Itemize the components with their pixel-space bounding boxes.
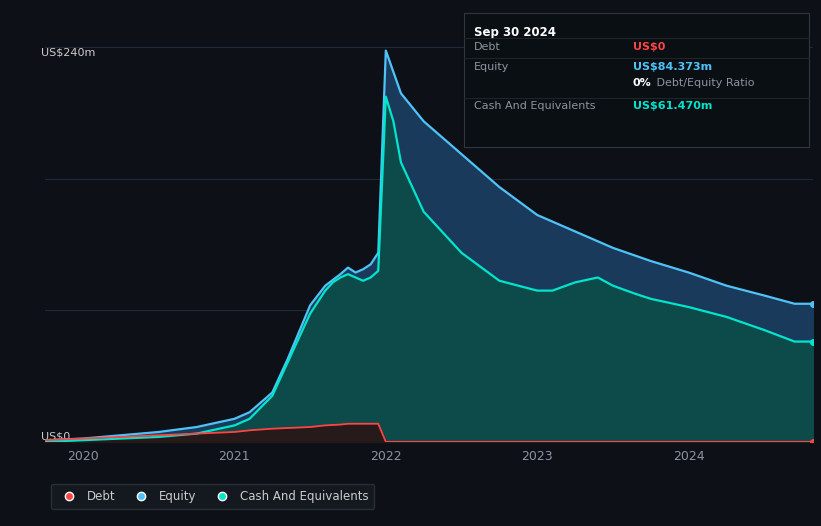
Text: Debt/Equity Ratio: Debt/Equity Ratio — [654, 78, 754, 88]
Text: Equity: Equity — [474, 62, 509, 72]
Text: US$0: US$0 — [633, 42, 665, 52]
Text: US$0: US$0 — [41, 432, 71, 442]
Text: US$84.373m: US$84.373m — [633, 62, 712, 72]
Text: Sep 30 2024: Sep 30 2024 — [474, 26, 556, 39]
Text: 0%: 0% — [633, 78, 652, 88]
Text: Cash And Equivalents: Cash And Equivalents — [474, 101, 595, 111]
Legend: Debt, Equity, Cash And Equivalents: Debt, Equity, Cash And Equivalents — [51, 484, 374, 509]
Text: Debt: Debt — [474, 42, 501, 52]
Text: US$240m: US$240m — [41, 47, 96, 57]
Text: US$61.470m: US$61.470m — [633, 101, 712, 111]
